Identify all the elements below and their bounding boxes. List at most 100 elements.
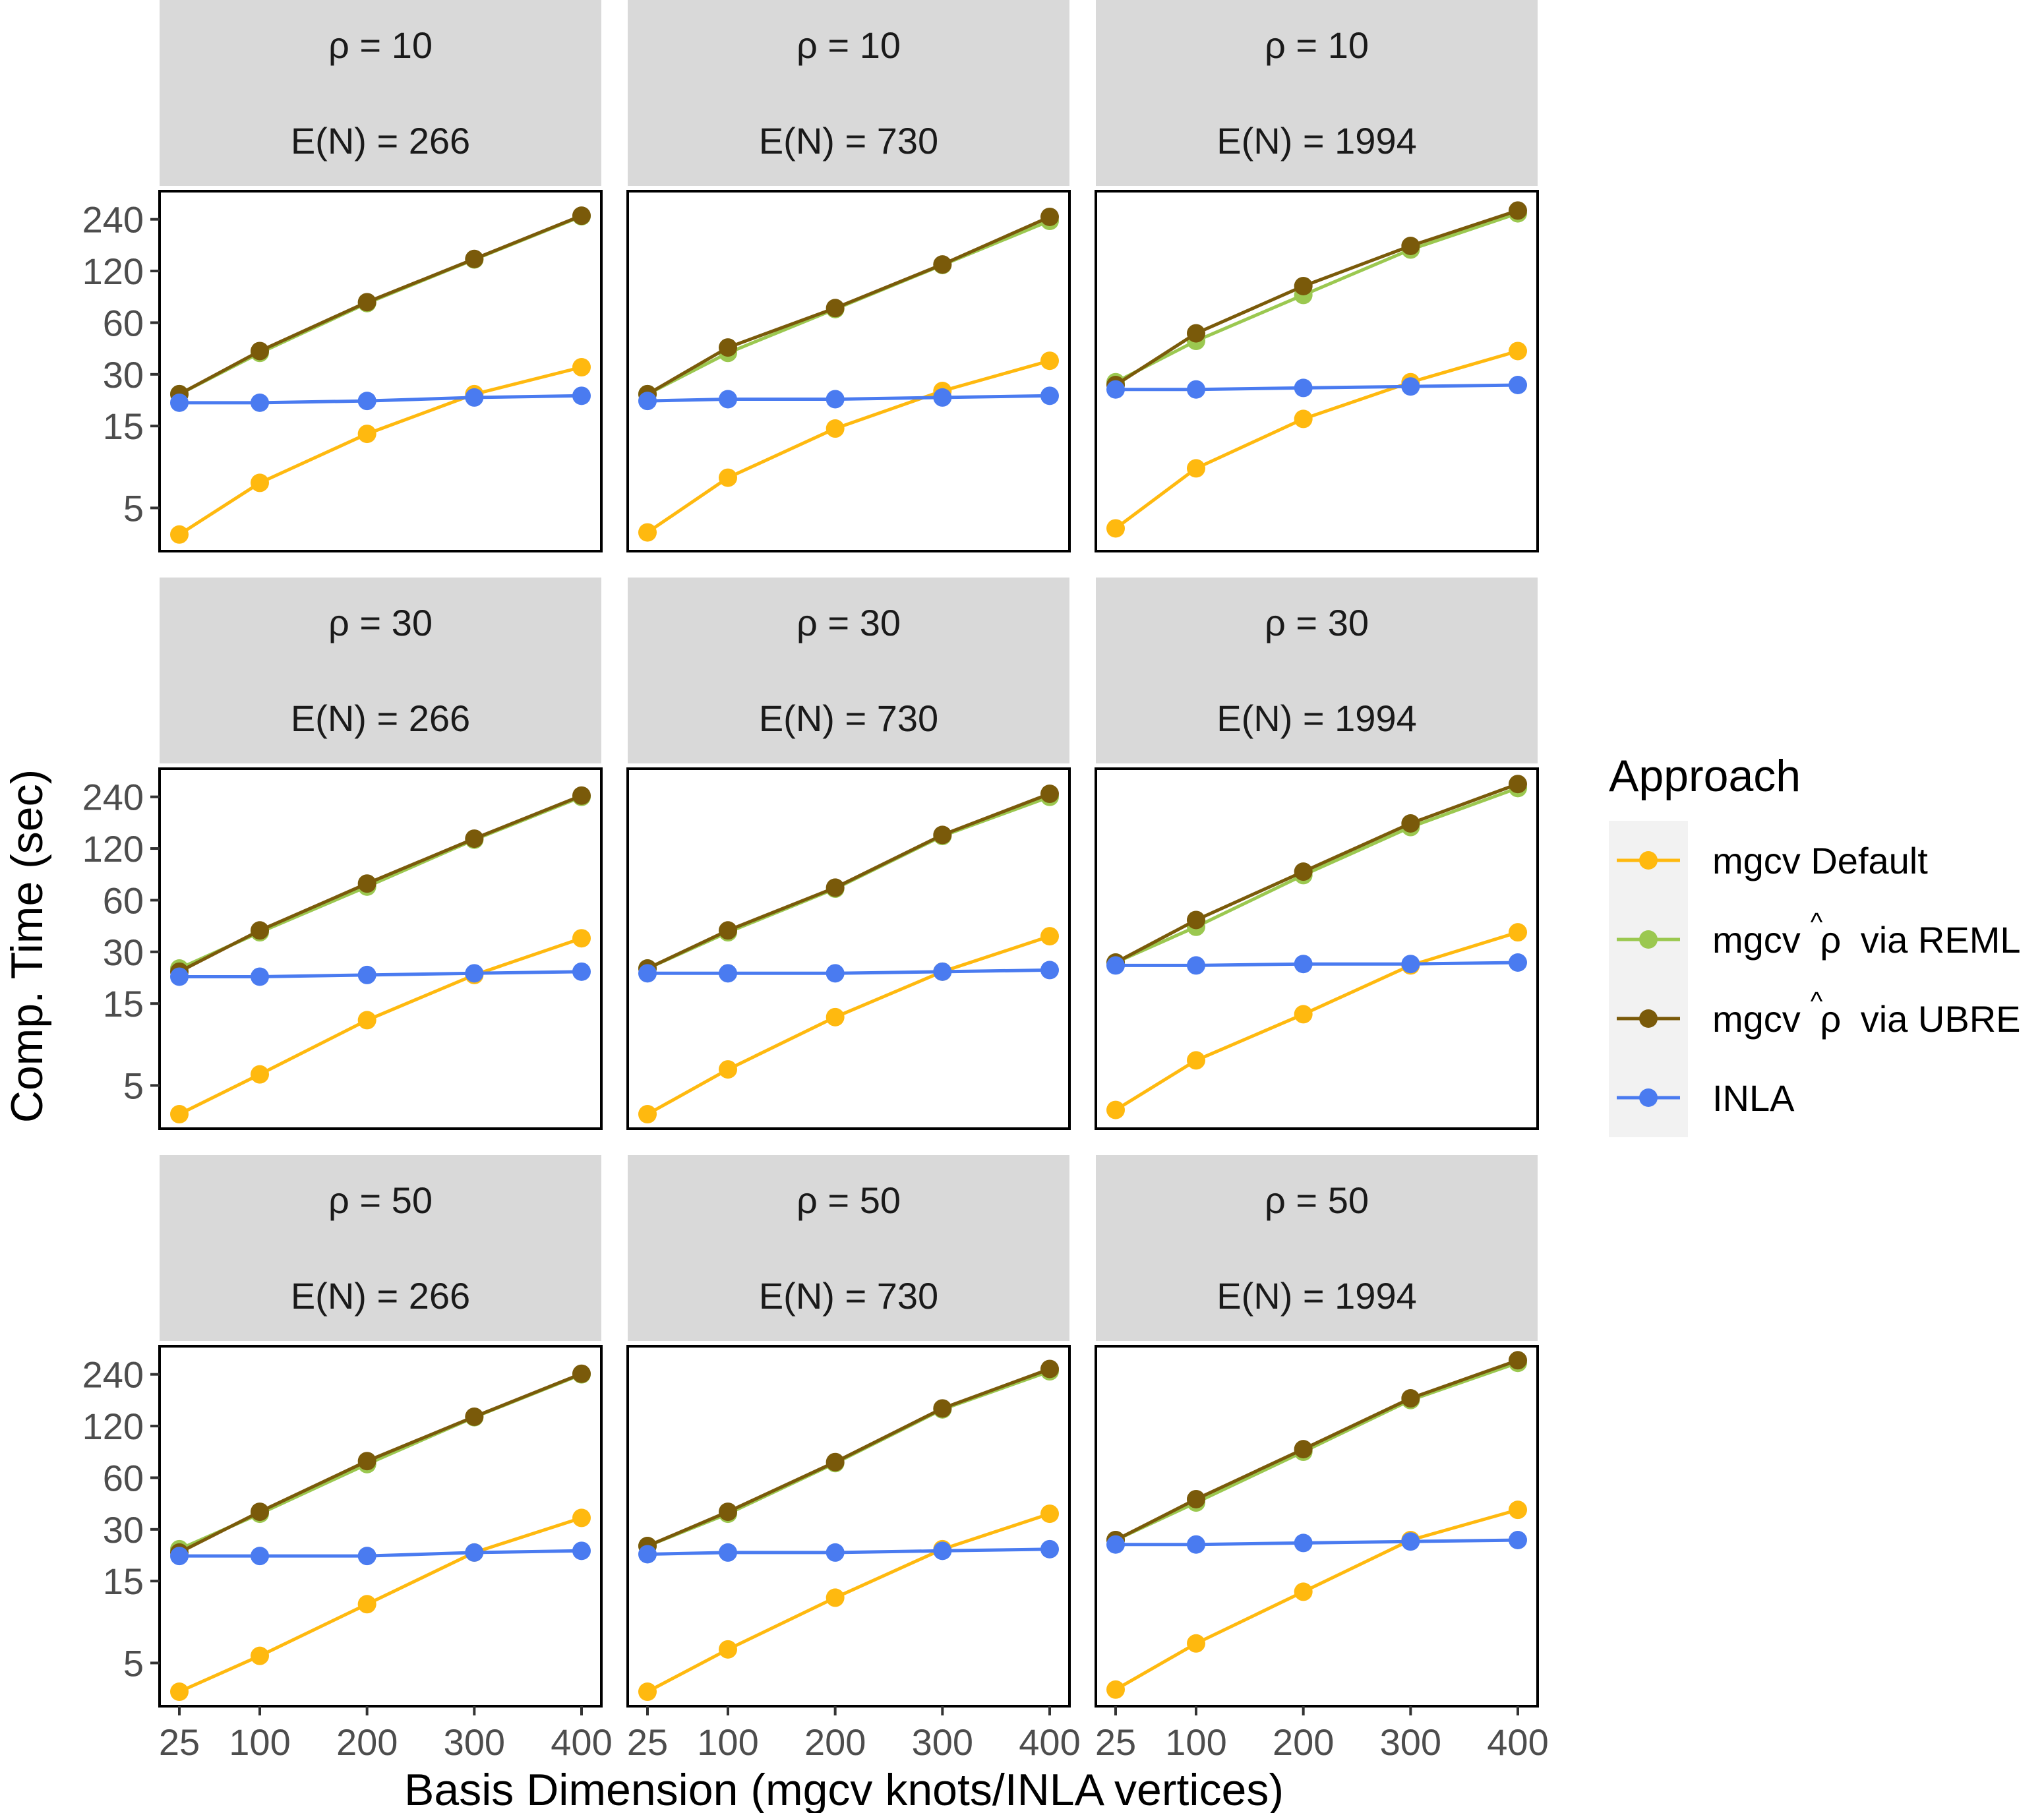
y-axis-title: Comp. Time (sec)	[2, 769, 52, 1123]
legend-label-ubre-prefix: mgcv	[1712, 998, 1801, 1040]
point-s3-r1-c1-x2	[826, 964, 845, 983]
strip-en-label-r0-c2: E(N) = 1994	[1217, 120, 1417, 162]
point-s2-r1-c2-x4	[1509, 775, 1527, 794]
panel-border-r2-c2	[1095, 1345, 1539, 1708]
point-s0-r1-c2-x1	[1187, 1051, 1205, 1070]
y-tick-label-r2-2: 30	[103, 1509, 144, 1551]
series-line-s0-r0-c1	[646, 359, 1050, 534]
point-s0-r0-c2-x4	[1509, 342, 1527, 361]
strip-bg-r1-c0	[160, 578, 601, 763]
point-s3-r2-c2-x2	[1294, 1533, 1313, 1553]
strip-rho-label-r1-c2: ρ = 30	[1265, 602, 1369, 643]
strip-en-label-r0-c0: E(N) = 266	[291, 120, 470, 162]
point-s0-r1-c1-x0	[638, 1105, 657, 1124]
point-s3-r1-c0-x4	[572, 962, 591, 981]
point-s2-r0-c1-x4	[1040, 207, 1059, 226]
legend-hat-reml: ^	[1811, 908, 1823, 937]
point-s0-r2-c2-x1	[1187, 1634, 1205, 1653]
point-s3-r0-c1-x3	[933, 388, 952, 407]
facet-strips: ρ = 10 E(N) = 266 ρ = 10 E(N) = 730 ρ = 10 E(…	[160, 0, 1538, 1341]
point-s0-r2-c0-x0	[170, 1682, 189, 1702]
x-tick-label-c0-4: 400	[551, 1721, 612, 1763]
legend-label-reml-prefix: mgcv	[1712, 919, 1801, 961]
point-s0-r0-c1-x2	[826, 419, 845, 438]
point-s3-r2-c2-x1	[1187, 1535, 1205, 1554]
point-s0-r1-c1-x4	[1040, 927, 1059, 946]
x-tick-label-c0-0: 25	[159, 1721, 200, 1763]
point-s3-r1-c2-x4	[1509, 953, 1527, 972]
point-s2-r0-c0-x3	[465, 249, 484, 268]
strip-en-label-r2-c2: E(N) = 1994	[1217, 1275, 1417, 1317]
series-line-s3-r1-c2	[1116, 961, 1518, 967]
y-tick-label-r1-2: 30	[103, 932, 144, 973]
point-s3-r0-c2-x1	[1187, 380, 1205, 399]
strip-rho-label-r2-c2: ρ = 50	[1265, 1179, 1369, 1221]
point-s3-r1-c2-x0	[1106, 956, 1125, 975]
x-tick-label-c1-0: 25	[627, 1721, 668, 1763]
point-s3-r1-c2-x3	[1401, 955, 1420, 974]
x-axis-title: Basis Dimension (mgcv knots/INLA vertice…	[404, 1765, 1284, 1813]
legend-item-ubre: mgcv ρ via UBRE ^	[1617, 987, 2021, 1040]
series-line-s2-r0-c0	[178, 214, 582, 396]
point-s0-r2-c1-x0	[638, 1682, 657, 1702]
point-s2-r1-c1-x3	[933, 825, 952, 845]
strip-rho-label-r2-c0: ρ = 50	[328, 1179, 433, 1221]
series-line-s2-r0-c2	[1114, 208, 1518, 387]
point-s0-r2-c2-x2	[1294, 1582, 1313, 1601]
y-axes: 5 15 30 60 120 240 5 15 30 60 120 240 5 15 30 60 120 240	[82, 199, 160, 1684]
point-s2-r1-c0-x2	[357, 874, 376, 893]
point-s2-r0-c0-x4	[572, 206, 591, 225]
point-s0-r0-c0-x0	[170, 525, 189, 544]
point-s3-r2-c0-x3	[465, 1543, 484, 1562]
point-s3-r0-c0-x0	[170, 393, 189, 412]
series-line-s2-r2-c0	[178, 1372, 582, 1555]
point-s2-r1-c0-x4	[572, 786, 591, 805]
point-s2-r2-c0-x4	[572, 1364, 591, 1383]
point-s0-r2-c0-x1	[251, 1646, 269, 1665]
point-s2-r1-c2-x3	[1401, 814, 1420, 833]
point-s3-r0-c2-x4	[1509, 375, 1527, 394]
y-tick-label-r0-1: 15	[103, 405, 144, 447]
legend-key-background	[1609, 821, 1688, 1137]
y-tick-label-r2-0: 5	[123, 1642, 144, 1684]
point-s2-r1-c0-x1	[251, 921, 269, 940]
strip-rho-label-r0-c1: ρ = 10	[797, 24, 901, 66]
panel-border-r1-c1	[626, 767, 1071, 1130]
legend-label-ubre-symbol: ρ	[1820, 998, 1841, 1040]
x-tick-label-c0-1: 100	[229, 1721, 290, 1763]
legend-point-inla	[1639, 1088, 1658, 1107]
point-s0-r2-c1-x4	[1040, 1504, 1059, 1524]
legend-label-reml-symbol: ρ	[1820, 919, 1841, 961]
point-s0-r2-c1-x1	[719, 1640, 737, 1659]
x-tick-label-c2-3: 300	[1380, 1721, 1441, 1763]
point-s2-r2-c0-x1	[251, 1502, 269, 1522]
x-axis: 25 100 200 300 400 25 100 200 300 400 25 100 200 300 4…	[159, 1706, 1549, 1763]
point-s2-r0-c2-x2	[1294, 276, 1313, 295]
legend-title: Approach	[1609, 751, 1801, 801]
strip-en-label-r0-c1: E(N) = 730	[759, 120, 938, 162]
point-s3-r0-c1-x0	[638, 392, 657, 411]
y-tick-label-r0-3: 60	[103, 302, 144, 343]
strip-rho-label-r2-c1: ρ = 50	[797, 1179, 901, 1221]
y-tick-label-r1-5: 240	[82, 777, 144, 818]
point-s3-r0-c0-x2	[357, 392, 376, 411]
point-s0-r1-c0-x2	[357, 1011, 376, 1030]
legend-item-inla: INLA	[1617, 1077, 1795, 1119]
x-tick-label-c2-2: 200	[1273, 1721, 1334, 1763]
strip-bg-r0-c2	[1096, 0, 1538, 186]
series-line-s0-r2-c1	[646, 1512, 1050, 1694]
x-tick-label-c0-2: 200	[336, 1721, 398, 1763]
strip-bg-r1-c2	[1096, 578, 1538, 763]
point-s2-r0-c0-x2	[357, 293, 376, 312]
point-s0-r0-c1-x0	[638, 523, 657, 542]
point-s3-r2-c1-x2	[826, 1543, 845, 1562]
point-s0-r1-c2-x4	[1509, 923, 1527, 942]
series-line-s3-r2-c2	[1116, 1538, 1518, 1547]
point-s3-r0-c0-x3	[465, 388, 484, 407]
panel-border-r0-c1	[626, 190, 1071, 552]
series-line-s3-r2-c0	[179, 1549, 582, 1558]
strip-bg-r1-c1	[628, 578, 1069, 763]
y-tick-label-r0-5: 240	[82, 199, 144, 241]
point-s0-r1-c0-x4	[572, 929, 591, 948]
point-s2-r2-c1-x4	[1040, 1359, 1059, 1379]
